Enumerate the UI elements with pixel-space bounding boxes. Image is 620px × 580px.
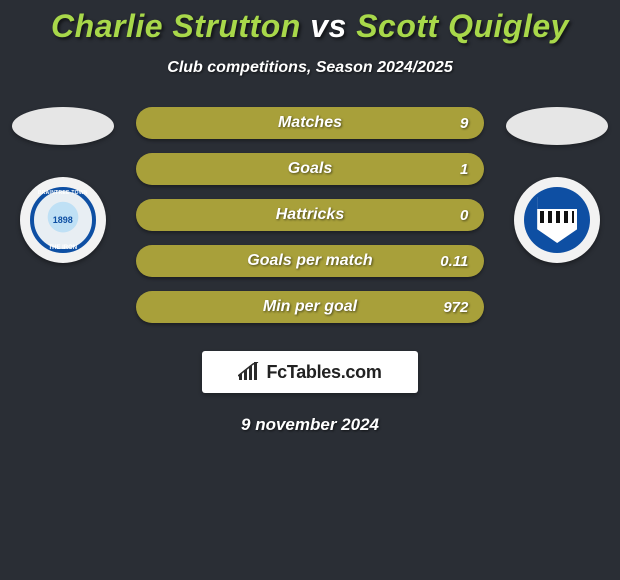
stats-column: Matches9Goals1Hattricks0Goals per match0… bbox=[136, 107, 485, 323]
brand-text: FcTables.com bbox=[266, 362, 381, 383]
stat-pill: Hattricks0 bbox=[136, 199, 485, 231]
stat-value: 0 bbox=[460, 199, 468, 231]
left-ellipse-placeholder bbox=[12, 107, 114, 145]
badge-left-year: 1898 bbox=[53, 215, 73, 225]
comparison-infographic: Charlie Strutton vs Scott Quigley Club c… bbox=[0, 0, 620, 580]
stat-value: 972 bbox=[443, 291, 468, 323]
braintree-badge-icon: BRAINTREE TOWN 1898 THE IRON bbox=[30, 187, 96, 253]
left-column: BRAINTREE TOWN 1898 THE IRON bbox=[8, 107, 118, 263]
brand-attribution: FcTables.com bbox=[202, 351, 418, 393]
right-club-badge bbox=[514, 177, 600, 263]
stat-label: Goals per match bbox=[136, 245, 485, 277]
stat-pill: Matches9 bbox=[136, 107, 485, 139]
shield-icon bbox=[537, 197, 577, 243]
title-player1: Charlie Strutton bbox=[51, 8, 301, 44]
left-club-badge: BRAINTREE TOWN 1898 THE IRON bbox=[20, 177, 106, 263]
stat-value: 0.11 bbox=[440, 245, 468, 277]
stat-pill: Goals per match0.11 bbox=[136, 245, 485, 277]
page-title: Charlie Strutton vs Scott Quigley bbox=[0, 8, 620, 45]
eastleigh-badge-icon bbox=[524, 187, 590, 253]
main-row: BRAINTREE TOWN 1898 THE IRON Matches9 Goa… bbox=[0, 107, 620, 323]
badge-left-bottom-text: THE IRON bbox=[34, 245, 92, 251]
stat-pill: Min per goal972 bbox=[136, 291, 485, 323]
stat-label: Min per goal bbox=[136, 291, 485, 323]
stat-label: Matches bbox=[136, 107, 485, 139]
subtitle: Club competitions, Season 2024/2025 bbox=[0, 59, 620, 77]
stat-value: 1 bbox=[460, 153, 468, 185]
badge-left-top-text: BRAINTREE TOWN bbox=[34, 190, 92, 196]
bar-chart-icon bbox=[238, 362, 260, 382]
right-ellipse-placeholder bbox=[506, 107, 608, 145]
stat-value: 9 bbox=[460, 107, 468, 139]
date-text: 9 november 2024 bbox=[0, 415, 620, 435]
title-vs: vs bbox=[310, 8, 347, 44]
stat-label: Goals bbox=[136, 153, 485, 185]
stat-pill: Goals1 bbox=[136, 153, 485, 185]
title-player2: Scott Quigley bbox=[356, 8, 569, 44]
stat-label: Hattricks bbox=[136, 199, 485, 231]
right-column bbox=[502, 107, 612, 263]
